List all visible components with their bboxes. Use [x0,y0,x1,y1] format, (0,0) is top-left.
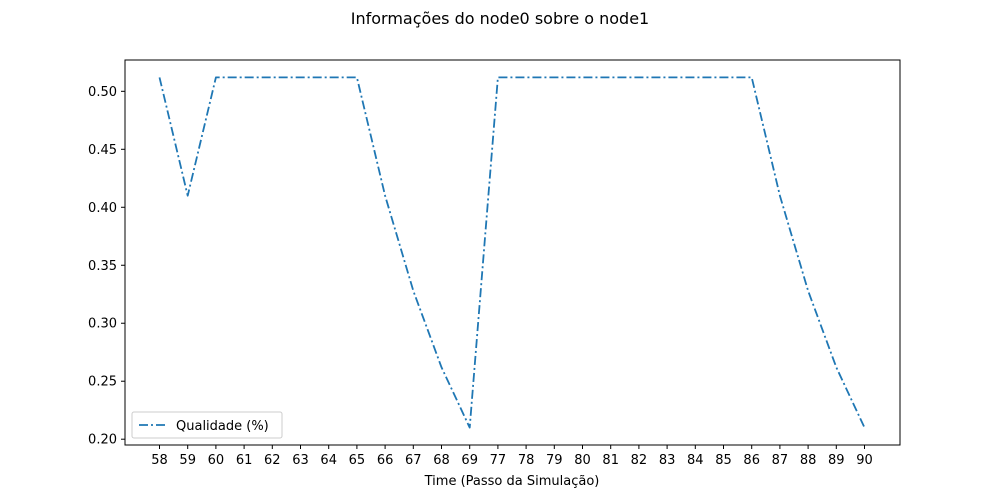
x-tick-label: 88 [800,453,817,468]
x-tick-label: 77 [490,453,507,468]
y-tick-label: 0.50 [88,85,117,100]
x-tick-label: 80 [574,453,591,468]
x-tick-label: 84 [687,453,704,468]
x-tick-label: 89 [828,453,845,468]
y-tick-label: 0.35 [88,259,117,274]
y-tick-label: 0.45 [88,143,117,158]
x-tick-label: 86 [743,453,760,468]
x-tick-label: 69 [461,453,478,468]
x-tick-label: 66 [377,453,394,468]
plot-area [124,59,901,446]
y-axis: 0.20 0.25 0.30 0.35 0.40 0.45 0.50 [88,85,125,448]
chart-title: Informações do node0 sobre o node1 [351,9,649,28]
x-tick-label: 64 [320,453,337,468]
x-axis: 58 59 60 61 62 63 64 65 66 67 68 69 77 78 79 80 81 82 83 84… [151,445,873,468]
y-tick-label: 0.20 [88,433,117,448]
legend-label: Qualidade (%) [176,419,269,434]
y-tick-label: 0.30 [88,317,117,332]
x-tick-label: 60 [208,453,225,468]
x-tick-label: 85 [715,453,732,468]
x-tick-label: 82 [631,453,648,468]
y-tick-label: 0.40 [88,201,117,216]
x-tick-label: 59 [179,453,196,468]
y-tick-label: 0.25 [88,375,117,390]
legend-box [131,411,283,439]
x-tick-label: 61 [236,453,253,468]
x-tick-label: 67 [405,453,422,468]
series-lines [158,76,866,429]
x-tick-label: 81 [602,453,619,468]
x-tick-label: 79 [546,453,563,468]
x-tick-label: 58 [151,453,168,468]
x-tick-label: 63 [292,453,309,468]
series-line [158,76,866,429]
x-tick-label: 83 [659,453,676,468]
x-axis-title: Time (Passo da Simulação) [424,474,600,489]
x-tick-label: 62 [264,453,281,468]
x-tick-label: 65 [349,453,366,468]
legend: Qualidade (%) [131,411,283,439]
x-tick-label: 87 [772,453,789,468]
x-tick-label: 78 [518,453,535,468]
x-tick-label: 68 [433,453,450,468]
x-tick-label: 90 [856,453,873,468]
